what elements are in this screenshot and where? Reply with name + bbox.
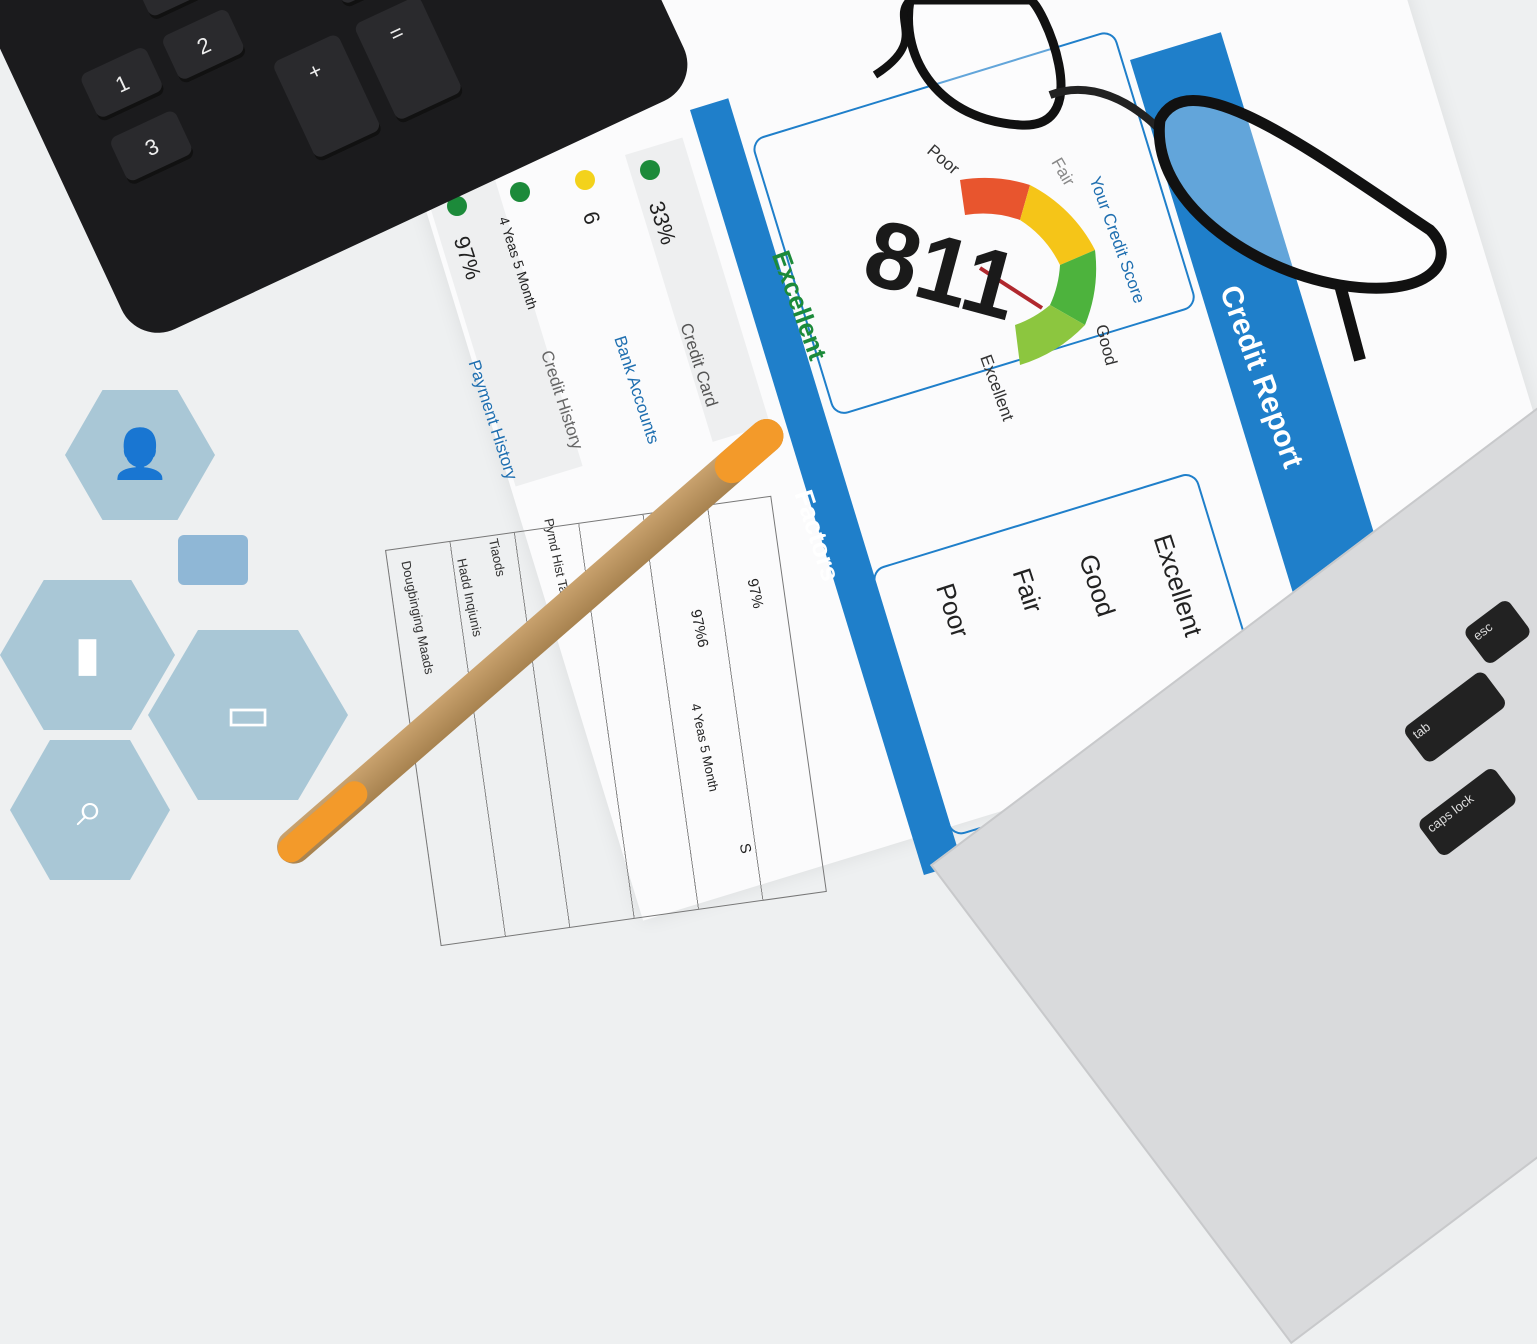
calculator-key: 2 [160, 7, 248, 85]
gauge-fair [1020, 185, 1095, 265]
eyeglasses [872, 0, 1447, 362]
status-dot [447, 196, 467, 216]
status-dot [575, 170, 595, 190]
person-icon: 👤 [65, 390, 215, 520]
status-dot [640, 160, 660, 180]
credit-gauge [960, 177, 1097, 365]
calculator-key: 3 [108, 108, 196, 187]
status-dot [510, 182, 530, 202]
calculator-key: 1 [78, 45, 167, 124]
gauge-poor [960, 177, 1030, 220]
gauge-needle [978, 266, 1044, 310]
calendar-icon [178, 535, 248, 585]
document-icon: ▭ [148, 630, 348, 800]
bar-chart-icon: ▮ [0, 580, 175, 730]
gauge-good [1050, 250, 1097, 325]
magnifier-icon: ⌕ [10, 740, 170, 880]
gauge-excellent [1015, 305, 1085, 365]
